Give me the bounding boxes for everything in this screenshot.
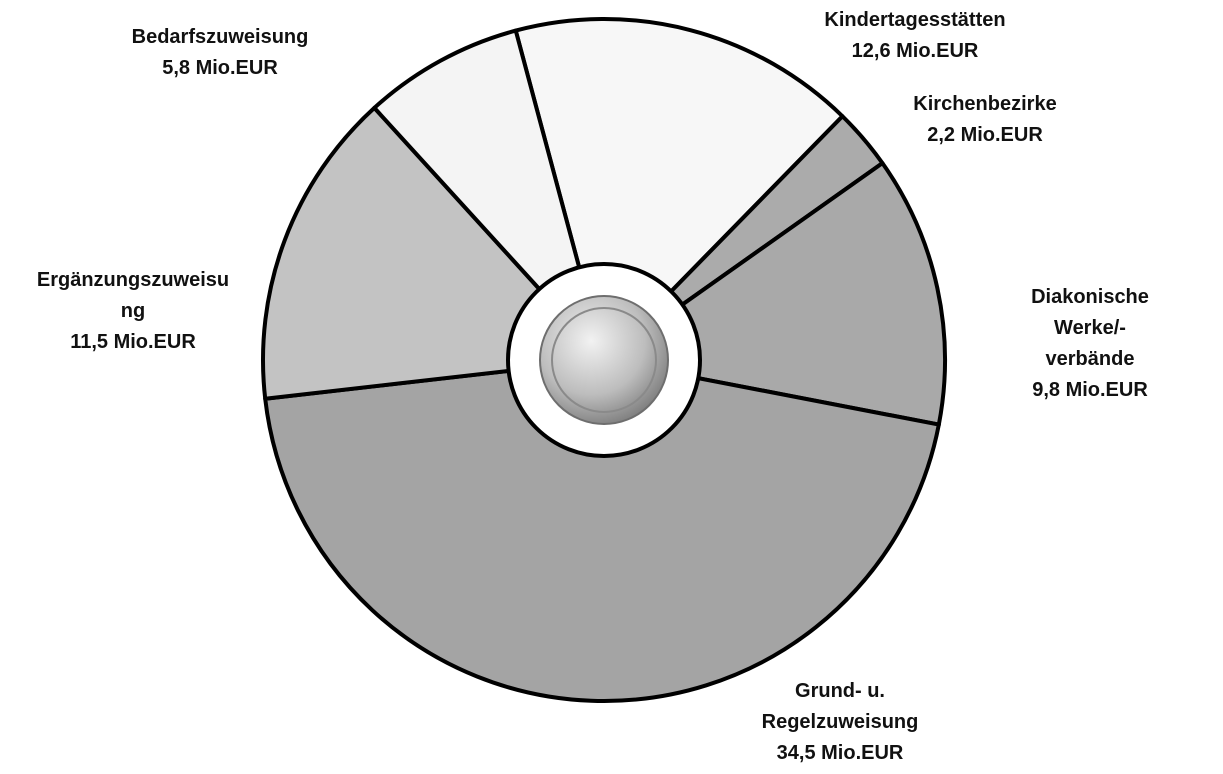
coin-icon xyxy=(539,295,669,425)
coin-ring xyxy=(551,307,657,413)
category-label: Kirchenbezirke xyxy=(913,93,1057,115)
slice-label: Grund- u. Regelzuweisung 34,5 Mio.EUR xyxy=(762,676,919,769)
slice-label: Bedarfszuweisung 5,8 Mio.EUR xyxy=(132,22,309,84)
value-label: 9,8 Mio.EUR xyxy=(1032,379,1148,401)
pie-slice xyxy=(372,28,606,362)
category-label: Diakonische Werke/- verbände xyxy=(1031,286,1149,370)
category-label: Grund- u. Regelzuweisung xyxy=(761,680,919,733)
pie-slice xyxy=(263,358,941,703)
category-label: Bedarfszuweisung xyxy=(131,26,309,48)
category-label: Kindertagesstätten xyxy=(824,9,1006,31)
category-label: Ergänzungszuweisu ng xyxy=(36,269,230,322)
value-label: 12,6 Mio.EUR xyxy=(851,40,979,62)
value-label: 2,2 Mio.EUR xyxy=(927,124,1043,146)
slice-label: Ergänzungszuweisu ng 11,5 Mio.EUR xyxy=(37,265,229,358)
value-label: 11,5 Mio.EUR xyxy=(70,331,196,353)
value-label: 34,5 Mio.EUR xyxy=(776,742,904,764)
slice-label: Kirchenbezirke 2,2 Mio.EUR xyxy=(913,89,1056,151)
value-label: 5,8 Mio.EUR xyxy=(162,57,278,79)
slice-label: Diakonische Werke/- verbände 9,8 Mio.EUR xyxy=(1024,282,1157,406)
slice-label: Kindertagesstätten 12,6 Mio.EUR xyxy=(824,5,1005,67)
